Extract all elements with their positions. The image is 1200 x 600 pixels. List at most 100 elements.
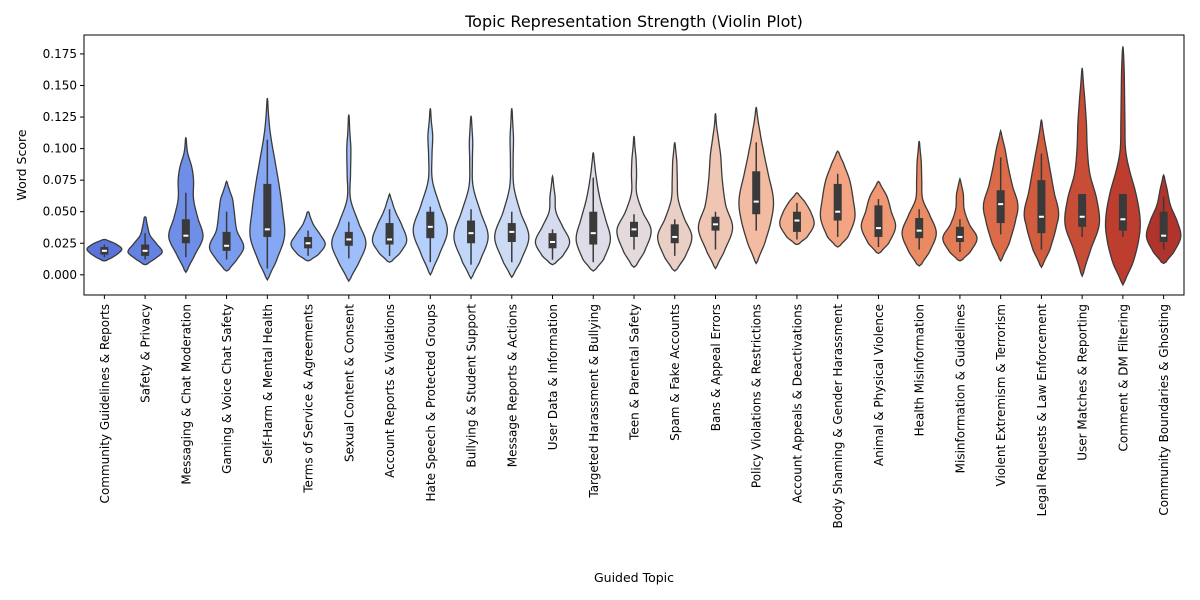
violin-median [590, 232, 596, 235]
violin-body [1104, 46, 1141, 287]
violin-20 [860, 180, 897, 255]
violin-median [101, 249, 107, 252]
violin-body [1064, 67, 1101, 278]
x-tick-label: Policy Violations & Restrictions [750, 304, 764, 488]
violin-median [998, 203, 1004, 206]
plot-frame [83, 34, 1185, 296]
violin-iqr-box [752, 171, 761, 215]
violin-25 [1064, 67, 1101, 278]
violin-median [712, 223, 718, 226]
violin-15 [656, 142, 693, 272]
violin-22 [942, 177, 978, 262]
violin-17 [738, 106, 775, 265]
violin-median [550, 240, 556, 243]
y-tick-label: 0.000 [43, 268, 77, 282]
violin-26 [1104, 46, 1141, 287]
x-tick-label: Legal Requests & Law Enforcement [1035, 304, 1049, 517]
violin-10 [453, 115, 489, 280]
violin-body [494, 108, 530, 279]
violin-median [387, 238, 393, 241]
violin-9 [412, 108, 449, 277]
x-tick-label: User Matches & Reporting [1076, 304, 1090, 461]
x-tick-label: Terms of Service & Agreements [302, 304, 316, 494]
violin-median [672, 235, 678, 238]
x-tick-label: Account Reports & Violations [383, 304, 397, 478]
violin-iqr-box [548, 233, 557, 249]
y-tick-label: 0.100 [43, 142, 77, 156]
x-tick-label: Teen & Parental Safety [628, 304, 642, 441]
x-tick-label: Message Reports & Actions [505, 304, 519, 467]
x-tick-label: Safety & Privacy [139, 304, 153, 403]
x-tick-label: Gaming & Voice Chat Safety [220, 304, 234, 474]
violin-iqr-box [874, 205, 883, 237]
violin-14 [616, 135, 652, 269]
violin-12 [534, 173, 571, 266]
violin-iqr-box [467, 220, 476, 244]
violin-body [656, 142, 693, 272]
violin-iqr-box [385, 223, 394, 245]
x-tick-label: Community Boundaries & Ghosting [1157, 304, 1171, 516]
violin-19 [819, 150, 856, 248]
violin-median [427, 225, 433, 228]
violin-median [916, 229, 922, 232]
violin-21 [901, 140, 937, 267]
x-tick-label: Community Guidelines & Reports [98, 304, 112, 503]
y-tick-label: 0.125 [43, 110, 77, 124]
y-tick-label: 0.175 [43, 47, 77, 61]
violin-iqr-box [263, 183, 272, 237]
violin-median [1120, 218, 1126, 221]
violin-body [453, 115, 489, 280]
y-tick-label: 0.075 [43, 173, 77, 187]
y-tick-label: 0.025 [43, 236, 77, 250]
violin-13 [575, 152, 612, 272]
chart-title: Topic Representation Strength (Violin Pl… [464, 12, 803, 31]
violin-5 [249, 98, 286, 282]
violin-iqr-box [181, 219, 190, 244]
violin-iqr-box [426, 211, 435, 239]
violin-iqr-box [589, 211, 598, 245]
violin-4 [208, 179, 245, 272]
violin-body [331, 114, 367, 283]
violin-median [753, 200, 759, 203]
x-tick-label: Body Shaming & Gender Harassment [831, 304, 845, 529]
violin-median [794, 219, 800, 222]
y-axis: 0.000 0.025 0.050 0.075 0.100 0.125 0.150 0.175 [43, 47, 84, 282]
violin-iqr-box [1159, 211, 1168, 242]
x-tick-label: Spam & Fake Accounts [668, 304, 682, 441]
y-tick-label: 0.050 [43, 205, 77, 219]
violin-median [264, 228, 270, 231]
violin-iqr-box [1037, 180, 1046, 234]
violin-median [305, 242, 311, 245]
violin-iqr-box [955, 226, 964, 242]
violin-median [142, 249, 148, 252]
violin-median [183, 234, 189, 237]
violin-median [1079, 215, 1085, 218]
violin-median [1038, 215, 1044, 218]
x-tick-label: Sexual Content & Consent [342, 304, 356, 462]
violin-3 [168, 137, 204, 274]
violin-iqr-box [996, 190, 1005, 224]
violin-iqr-box [915, 218, 924, 239]
x-tick-label: Hate Speech & Protected Groups [424, 304, 438, 502]
y-tick-label: 0.150 [43, 78, 77, 92]
violin-18 [779, 191, 815, 246]
violin-iqr-box [1078, 194, 1087, 227]
x-tick-label: Targeted Harassment & Bullying [587, 304, 601, 499]
violin-24 [1023, 119, 1060, 269]
violin-median [957, 235, 963, 238]
violin-median [875, 227, 881, 230]
x-tick-label: Health Misinformation [913, 304, 927, 436]
violin-median [835, 210, 841, 213]
x-tick-label: User Data & Information [546, 304, 560, 450]
x-tick-label: Bans & Appeal Errors [709, 304, 723, 431]
x-tick-label: Animal & Physical Violence [872, 304, 886, 466]
x-tick-label: Comment & DM Filtering [1116, 304, 1130, 451]
violin-iqr-box [670, 224, 679, 244]
x-axis-label: Guided Topic [594, 570, 674, 585]
violin-iqr-box [792, 211, 801, 232]
violin-1 [86, 238, 123, 262]
violin-27 [1145, 173, 1182, 265]
violin-body [901, 140, 937, 267]
violin-median [224, 244, 230, 247]
